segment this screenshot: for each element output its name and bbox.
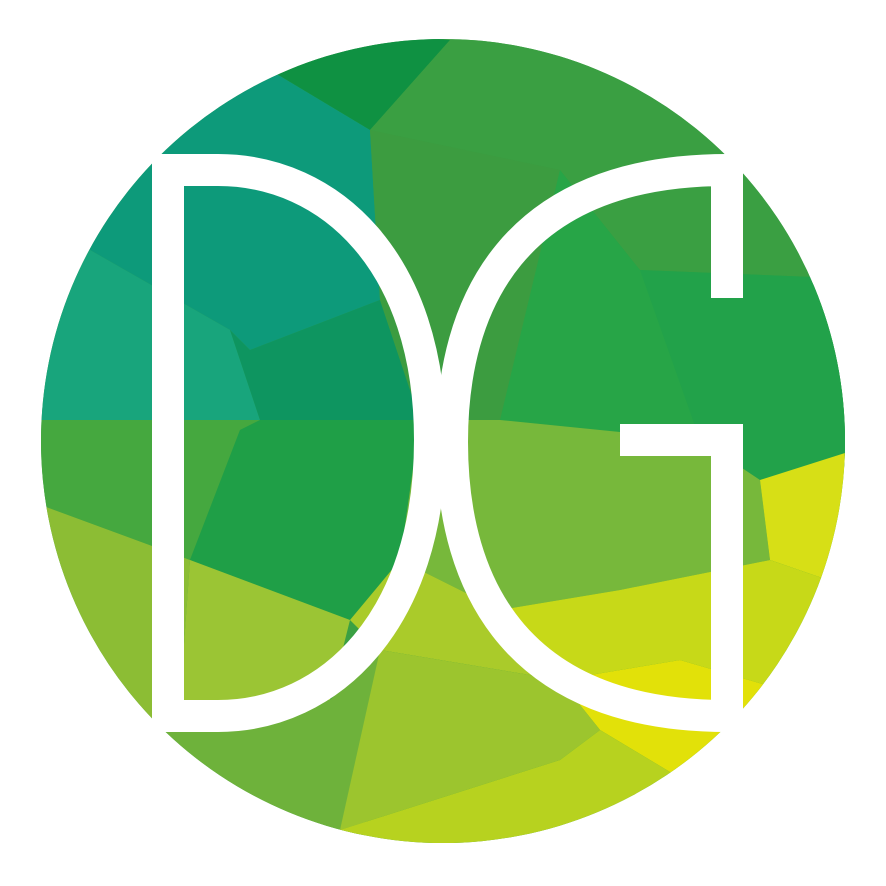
facet-mid-right	[400, 420, 770, 610]
facet-teal-center	[230, 300, 420, 420]
facet-yellow-right	[760, 440, 845, 600]
letter-d-shape	[152, 154, 447, 732]
facet-bottom-right	[300, 730, 845, 843]
letter-g-shape	[435, 153, 743, 733]
facet-bottom-center	[340, 650, 600, 830]
facet-mid-center	[190, 420, 420, 620]
facet-low-inner	[180, 560, 350, 700]
facet-mid-left	[41, 420, 260, 560]
